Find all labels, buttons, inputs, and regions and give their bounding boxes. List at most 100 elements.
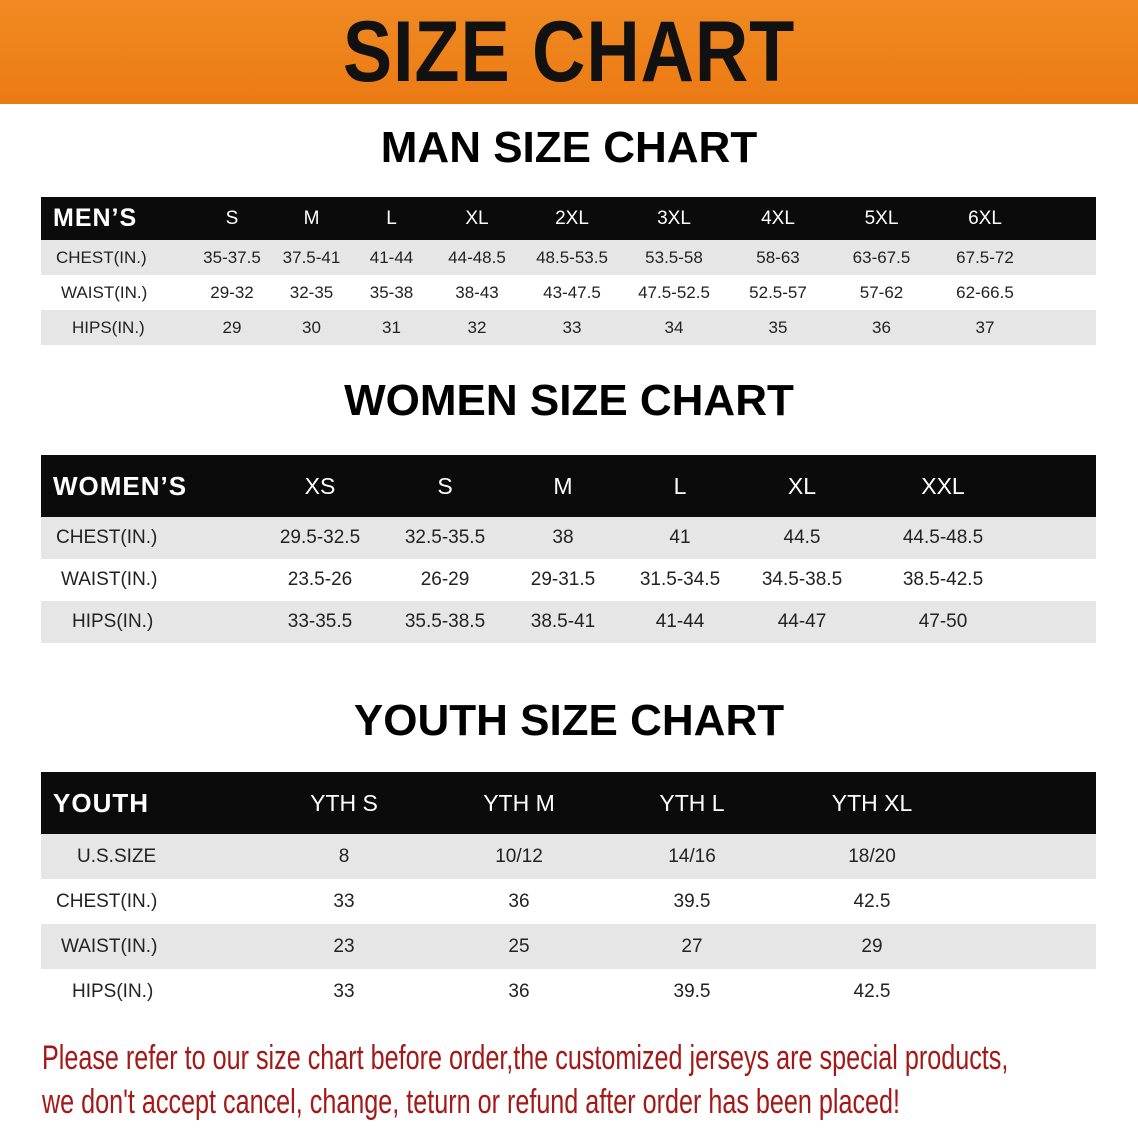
size-column-header: YTH XL bbox=[831, 789, 913, 816]
size-value: 48.5-53.5 bbox=[536, 247, 608, 267]
size-value: 29.5-32.5 bbox=[279, 527, 361, 548]
order-notice: Please refer to our size chart before or… bbox=[42, 1036, 1078, 1124]
size-value: 26-29 bbox=[420, 569, 470, 590]
size-value: 36 bbox=[872, 317, 891, 337]
youth-size-table: YOUTH YTH S YTH M YTH L YTH XL U.S.SIZE 8 10/12… bbox=[41, 772, 1096, 1014]
size-column-header: M bbox=[553, 472, 573, 499]
size-value: 47.5-52.5 bbox=[638, 282, 710, 302]
size-value: 37 bbox=[975, 317, 995, 337]
size-column-header: YTH M bbox=[483, 789, 555, 816]
size-value: 25 bbox=[508, 935, 530, 957]
table-row: HIPS(IN.) 33 36 39.5 42.5 bbox=[41, 969, 1096, 1014]
size-value: 36 bbox=[508, 890, 530, 912]
size-value: 35 bbox=[768, 317, 788, 337]
table-header-row: WOMEN’S XS S M L XL XXL bbox=[41, 455, 1096, 517]
size-value: 37.5-41 bbox=[282, 247, 341, 267]
size-value: 58-63 bbox=[756, 247, 800, 267]
size-column-header: XL bbox=[787, 472, 817, 499]
row-label: CHEST(IN.) bbox=[56, 247, 147, 267]
row-label: HIPS(IN.) bbox=[72, 317, 145, 337]
size-column-header: XXL bbox=[921, 472, 965, 499]
table-category-label: YOUTH bbox=[53, 787, 149, 818]
size-value: 33 bbox=[562, 317, 582, 337]
size-value: 34.5-38.5 bbox=[761, 569, 843, 590]
size-value: 57-62 bbox=[859, 282, 904, 302]
size-value: 32 bbox=[467, 317, 487, 337]
size-value: 38-43 bbox=[455, 282, 499, 302]
size-value: 41-44 bbox=[655, 611, 705, 632]
row-label: WAIST(IN.) bbox=[61, 935, 158, 957]
banner: SIZE CHART bbox=[0, 0, 1138, 104]
size-value: 44-47 bbox=[777, 611, 827, 632]
size-column-header: YTH L bbox=[659, 789, 725, 816]
size-value: 44.5-48.5 bbox=[902, 527, 984, 548]
row-label: U.S.SIZE bbox=[77, 845, 157, 867]
size-value: 8 bbox=[338, 845, 350, 867]
row-label: WAIST(IN.) bbox=[61, 282, 148, 302]
size-value: 38.5-41 bbox=[530, 611, 596, 632]
size-value: 33-35.5 bbox=[287, 611, 353, 632]
size-value: 31.5-34.5 bbox=[639, 569, 721, 590]
table-row: CHEST(IN.) 29.5-32.5 32.5-35.5 38 41 44.5 44.5… bbox=[41, 517, 1096, 559]
size-value: 30 bbox=[302, 317, 321, 337]
size-column-header: L bbox=[386, 207, 397, 229]
size-column-header: S bbox=[225, 207, 239, 229]
table-header-row: MEN’S S M L XL 2XL 3XL 4XL 5XL 6XL bbox=[41, 197, 1096, 240]
size-column-header: XL bbox=[465, 207, 489, 229]
row-label: WAIST(IN.) bbox=[61, 569, 158, 590]
size-value: 10/12 bbox=[495, 845, 543, 867]
size-value: 36 bbox=[508, 980, 530, 1002]
size-column-header: M bbox=[303, 207, 320, 229]
size-value: 52.5-57 bbox=[749, 282, 807, 302]
notice-line-1: Please refer to our size chart before or… bbox=[42, 1039, 1009, 1077]
women-size-table: WOMEN’S XS S M L XL XXL CHEST(IN.) 29.5-32.5 32.5… bbox=[41, 455, 1096, 643]
size-value: 42.5 bbox=[853, 890, 891, 912]
size-value: 29 bbox=[861, 935, 883, 957]
size-value: 44-48.5 bbox=[448, 247, 506, 267]
size-value: 23.5-26 bbox=[287, 569, 353, 590]
men-size-table: MEN’S S M L XL 2XL 3XL 4XL 5XL 6XL CHEST(IN.) 35-37… bbox=[41, 197, 1096, 345]
size-column-header: 2XL bbox=[555, 207, 589, 229]
banner-title: SIZE CHART bbox=[342, 4, 796, 100]
size-value: 35-37.5 bbox=[203, 247, 261, 267]
table-row: U.S.SIZE 8 10/12 14/16 18/20 bbox=[41, 834, 1096, 879]
size-column-header: 5XL bbox=[864, 207, 899, 229]
size-column-header: S bbox=[437, 472, 453, 499]
size-value: 35.5-38.5 bbox=[404, 611, 486, 632]
size-value: 41 bbox=[669, 527, 691, 548]
table-row: HIPS(IN.) 33-35.5 35.5-38.5 38.5-41 41-44 44-… bbox=[41, 601, 1096, 643]
size-value: 32.5-35.5 bbox=[404, 527, 486, 548]
size-value: 23 bbox=[333, 935, 355, 957]
table-row: WAIST(IN.) 29-32 32-35 35-38 38-43 43-47.5 47.… bbox=[41, 275, 1096, 310]
row-label: CHEST(IN.) bbox=[56, 890, 158, 912]
size-value: 33 bbox=[333, 890, 355, 912]
size-value: 38 bbox=[552, 527, 574, 548]
size-value: 53.5-58 bbox=[645, 247, 703, 267]
size-value: 63-67.5 bbox=[852, 247, 911, 267]
size-value: 43-47.5 bbox=[543, 282, 601, 302]
size-value: 62-66.5 bbox=[956, 282, 1014, 302]
size-value: 29-32 bbox=[210, 282, 254, 302]
size-value: 35-38 bbox=[369, 282, 414, 302]
notice-line-2: we don't accept cancel, change, teturn o… bbox=[42, 1083, 900, 1121]
size-value: 27 bbox=[681, 935, 703, 957]
size-value: 32-35 bbox=[289, 282, 334, 302]
size-value: 42.5 bbox=[853, 980, 891, 1002]
size-value: 38.5-42.5 bbox=[902, 569, 984, 590]
table-row: CHEST(IN.) 35-37.5 37.5-41 41-44 44-48.5 48.5… bbox=[41, 240, 1096, 275]
size-value: 29 bbox=[222, 317, 242, 337]
size-column-header: L bbox=[673, 472, 687, 499]
size-value: 34 bbox=[664, 317, 684, 337]
table-header-row: YOUTH YTH S YTH M YTH L YTH XL bbox=[41, 772, 1096, 834]
men-section-title: MAN SIZE CHART bbox=[380, 123, 758, 172]
table-row: WAIST(IN.) 23 25 27 29 bbox=[41, 924, 1096, 969]
row-label: HIPS(IN.) bbox=[72, 980, 154, 1002]
row-label: CHEST(IN.) bbox=[56, 527, 158, 548]
size-value: 47-50 bbox=[918, 611, 968, 632]
size-value: 39.5 bbox=[673, 890, 711, 912]
size-value: 29-31.5 bbox=[530, 569, 596, 590]
size-value: 41-44 bbox=[369, 247, 414, 267]
size-value: 39.5 bbox=[673, 980, 711, 1002]
size-column-header: 3XL bbox=[657, 207, 691, 229]
table-row: WAIST(IN.) 23.5-26 26-29 29-31.5 31.5-34.5 34… bbox=[41, 559, 1096, 601]
